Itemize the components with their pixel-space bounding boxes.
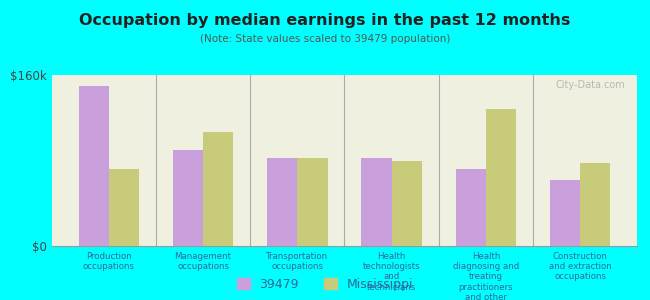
Text: Occupation by median earnings in the past 12 months: Occupation by median earnings in the pas… <box>79 14 571 28</box>
Bar <box>361 158 392 246</box>
Bar <box>486 109 516 246</box>
Text: (Note: State values scaled to 39479 population): (Note: State values scaled to 39479 popu… <box>200 34 450 44</box>
Bar <box>79 86 109 246</box>
Bar <box>550 180 580 246</box>
Bar <box>203 132 233 246</box>
Bar <box>267 158 297 246</box>
Bar <box>109 169 139 246</box>
Bar <box>456 169 486 246</box>
Legend: 39479, Mississippi: 39479, Mississippi <box>237 278 413 291</box>
Bar <box>392 160 422 246</box>
Bar <box>580 163 610 246</box>
Bar <box>173 150 203 246</box>
Bar <box>297 158 328 246</box>
Text: City-Data.com: City-Data.com <box>556 80 625 90</box>
